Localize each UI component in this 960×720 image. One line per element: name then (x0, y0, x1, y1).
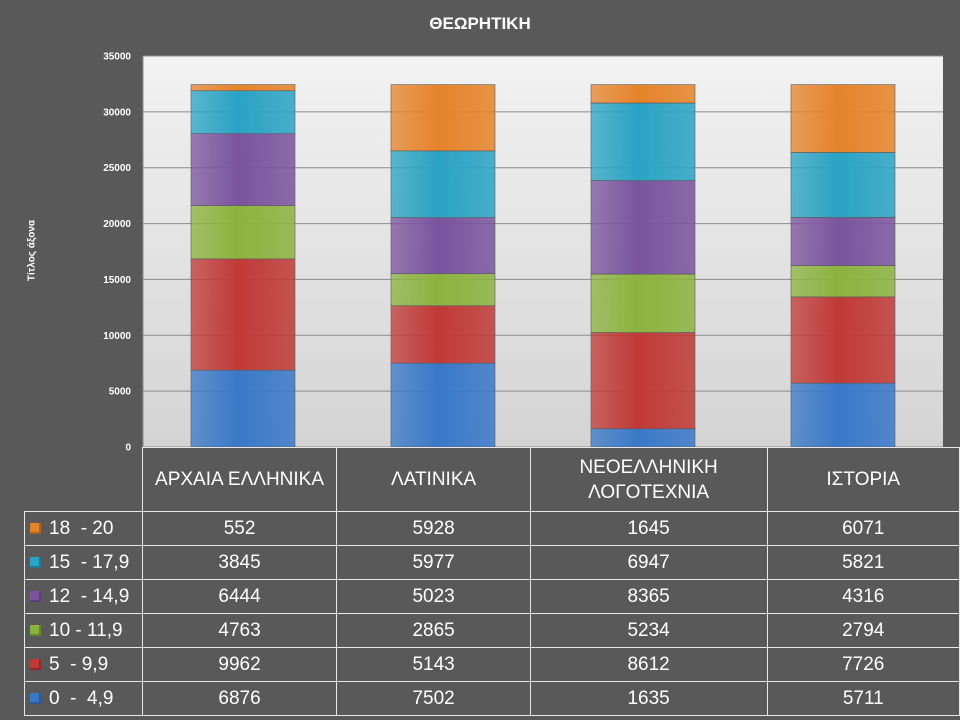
data-value: 8365 (529, 579, 768, 614)
bar-segment (590, 273, 696, 333)
legend-swatch (30, 590, 41, 602)
bar-segment (190, 84, 296, 92)
bar-segment (590, 84, 696, 104)
chart-title: ΘΕΩΡΗΤΙΚΗ (429, 14, 531, 33)
bar-segment (190, 90, 296, 134)
data-value: 6071 (766, 511, 960, 546)
data-value: 7502 (336, 681, 531, 716)
data-value: 5023 (336, 579, 531, 614)
legend-swatch (30, 522, 41, 534)
data-value: 2865 (336, 613, 531, 648)
table-corner (24, 447, 143, 512)
legend-swatch (30, 692, 41, 704)
y-tick-label: 35000 (103, 52, 131, 63)
bar-segment (590, 180, 696, 275)
data-value: 6444 (141, 579, 338, 614)
series-name: 5 - 9,9 (49, 653, 109, 675)
data-value: 9962 (141, 647, 338, 682)
bar-segment (190, 205, 296, 260)
bar-segment (790, 296, 896, 384)
bar-segment (790, 382, 896, 448)
category-header: ΑΡΧΑΙΑ ΕΛΛΗΝΙΚΑ (141, 447, 338, 512)
bar-segment (390, 84, 496, 152)
data-value: 2794 (766, 613, 960, 648)
y-axis-title: Τίτλος άξονα (26, 219, 38, 282)
series-name: 12 - 14,9 (49, 585, 130, 607)
legend-entry: 5 - 9,9 (24, 647, 143, 682)
table-row: 5 - 9,9 9962 5143 8612 7726 (24, 647, 960, 682)
bar-segment (390, 150, 496, 218)
y-tick-label: 20000 (103, 219, 131, 230)
legend-entry: 18 - 20 (24, 511, 143, 546)
data-value: 5234 (529, 613, 768, 648)
bar-segment (390, 305, 496, 364)
bar-segment (390, 273, 496, 307)
legend-entry: 15 - 17,9 (24, 545, 143, 580)
table-row: 18 - 20 552 5928 1645 6071 (24, 511, 960, 546)
category-header: ΛΑΤΙΝΙΚΑ (336, 447, 531, 512)
table-row: 12 - 14,9 6444 5023 8365 4316 (24, 579, 960, 614)
data-value: 5928 (336, 511, 531, 546)
bar-segment (590, 428, 696, 448)
category-header: ΙΣΤΟΡΙΑ (766, 447, 960, 512)
legend-swatch (30, 556, 41, 568)
data-value: 4316 (766, 579, 960, 614)
legend-entry: 10 - 11,9 (24, 613, 143, 648)
data-value: 1635 (529, 681, 768, 716)
series-name: 10 - 11,9 (49, 619, 123, 641)
y-tick-label: 30000 (103, 107, 131, 118)
category-header: ΝΕΟΕΛΛΗΝΙΚΗ ΛΟΓΟΤΕΧΝΙΑ (529, 447, 768, 512)
series-name: 18 - 20 (49, 517, 114, 539)
legend-entry: 0 - 4,9 (24, 681, 143, 716)
bar-segment (590, 332, 696, 430)
table-row: 15 - 17,9 3845 5977 6947 5821 (24, 545, 960, 580)
table-row: 0 - 4,9 6876 7502 1635 5711 (24, 681, 960, 716)
data-value: 4763 (141, 613, 338, 648)
bar-segment (790, 152, 896, 218)
data-value: 7726 (766, 647, 960, 682)
data-value: 5143 (336, 647, 531, 682)
data-value: 5977 (336, 545, 531, 580)
table-row: 10 - 11,9 4763 2865 5234 2794 (24, 613, 960, 648)
y-tick-label: 5000 (109, 387, 132, 398)
series-name: 15 - 17,9 (49, 551, 130, 573)
data-value: 6947 (529, 545, 768, 580)
data-value: 5711 (766, 681, 960, 716)
y-tick-label: 25000 (103, 163, 131, 174)
bar-segment (390, 362, 496, 448)
bar-segment (190, 133, 296, 206)
bar-segment (190, 258, 296, 371)
legend-entry: 12 - 14,9 (24, 579, 143, 614)
data-value: 5821 (766, 545, 960, 580)
series-name: 0 - 4,9 (49, 687, 114, 709)
bar-segment (790, 217, 896, 266)
bar-segment (190, 369, 296, 448)
bar-segment (790, 84, 896, 153)
bar-segment (390, 217, 496, 275)
data-table: ΑΡΧΑΙΑ ΕΛΛΗΝΙΚΑ ΛΑΤΙΝΙΚΑ ΝΕΟΕΛΛΗΝΙΚΗ ΛΟΓΟΤ… (24, 447, 960, 716)
data-value: 552 (141, 511, 338, 546)
data-value: 8612 (529, 647, 768, 682)
y-tick-label: 10000 (103, 331, 131, 342)
data-value: 1645 (529, 511, 768, 546)
bar-segment (790, 265, 896, 298)
data-value: 3845 (141, 545, 338, 580)
legend-swatch (30, 624, 41, 636)
data-value: 6876 (141, 681, 338, 716)
bar-segment (590, 102, 696, 181)
y-tick-label: 15000 (103, 275, 131, 286)
legend-swatch (30, 658, 41, 670)
